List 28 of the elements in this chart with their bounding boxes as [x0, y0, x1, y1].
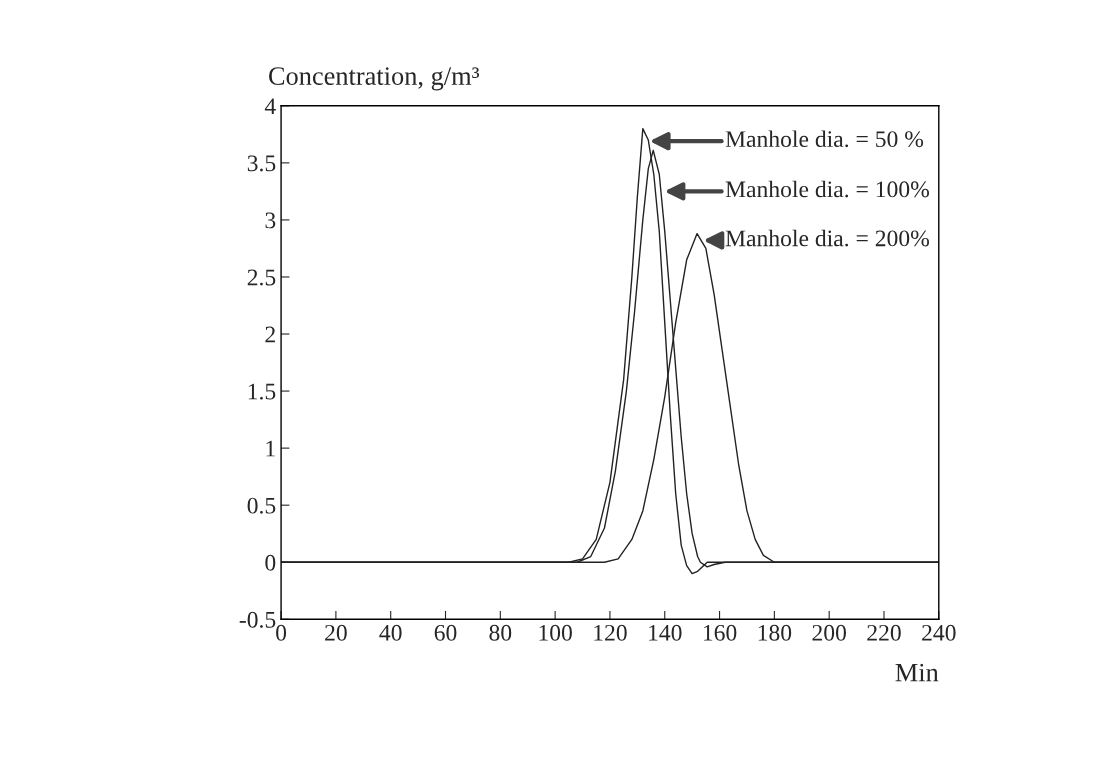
- x-tick-label: 180: [758, 624, 792, 641]
- x-tick-label: 60: [434, 624, 457, 641]
- annotation: Manhole dia. = 100%: [725, 180, 930, 198]
- y-tick-label: 0: [265, 554, 276, 571]
- x-tick-label: 240: [922, 624, 956, 641]
- x-tick-label: 40: [379, 624, 402, 641]
- y-tick-label: -0.5: [239, 611, 276, 628]
- x-tick-label: 0: [276, 624, 287, 641]
- x-tick-label: 160: [703, 624, 737, 641]
- y-tick-label: 3: [265, 212, 276, 229]
- x-tick-label: 200: [812, 624, 846, 641]
- y-tick-label: 0.5: [247, 497, 276, 514]
- y-tick-label: 3.5: [247, 155, 276, 172]
- x-tick-label: 20: [325, 624, 347, 641]
- annotation: Manhole dia. = 50 %: [725, 130, 924, 148]
- x-tick-label: 140: [649, 624, 682, 641]
- y-tick-label: 1.5: [248, 383, 276, 400]
- y-axis-title: Concentration, g/m³: [269, 67, 480, 91]
- annotation: Manhole dia. = 200%: [725, 229, 930, 247]
- y-tick-label: 2: [265, 326, 275, 343]
- y-tick-label: 4: [264, 98, 276, 114]
- x-axis-title: Min: [895, 663, 939, 682]
- x-tick-label: 220: [867, 624, 901, 641]
- y-tick-label: 2.5: [247, 269, 276, 286]
- x-tick-label: 100: [539, 624, 572, 641]
- x-tick-label: 80: [489, 624, 512, 641]
- x-tick-label: 120: [594, 624, 627, 641]
- y-tick-label: 1: [266, 440, 275, 457]
